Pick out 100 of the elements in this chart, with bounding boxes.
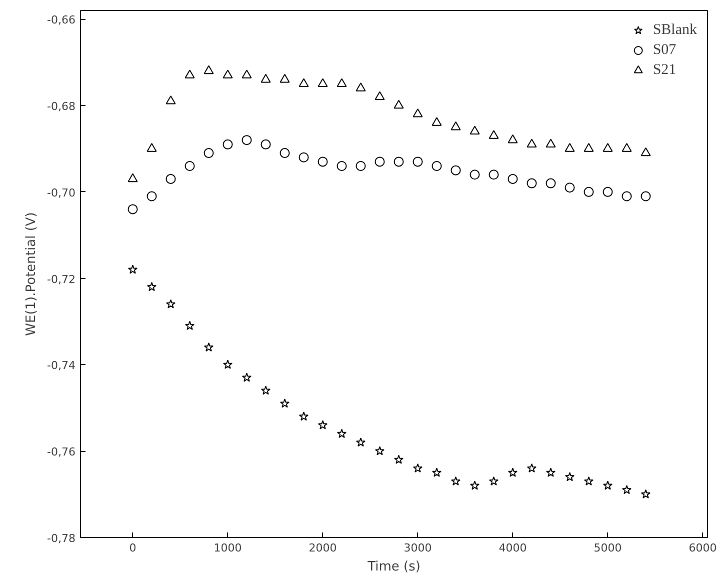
point	[336, 78, 347, 88]
point	[318, 420, 328, 430]
x-tick-label: 5000	[594, 542, 622, 554]
point	[222, 139, 233, 150]
point	[298, 152, 309, 162]
point	[260, 139, 271, 150]
legend-label: SBlank	[652, 22, 697, 38]
point	[146, 282, 157, 292]
y-tick-label: -0,76	[47, 446, 76, 459]
point	[298, 78, 309, 88]
point	[564, 472, 575, 482]
point	[394, 156, 404, 167]
point	[204, 148, 214, 158]
point	[470, 480, 480, 490]
point	[336, 161, 347, 171]
point	[204, 65, 214, 74]
point	[280, 148, 290, 158]
point	[128, 173, 138, 182]
y-tick-label: -0,70	[47, 186, 76, 200]
point	[488, 476, 499, 486]
point	[622, 484, 632, 494]
point	[564, 182, 575, 193]
point	[374, 91, 385, 100]
x-axis-title: Time (s)	[366, 560, 420, 574]
point	[450, 121, 461, 130]
legend-label: S21	[652, 62, 676, 78]
y-tick-label: -0,72	[47, 272, 76, 286]
point	[640, 191, 651, 202]
point	[564, 143, 575, 152]
point	[412, 463, 423, 473]
point	[526, 463, 537, 473]
point	[622, 143, 632, 152]
point	[242, 135, 252, 146]
point	[508, 174, 518, 184]
point	[584, 143, 594, 152]
point	[488, 130, 499, 139]
point	[432, 468, 442, 477]
x-tick-label: 6000	[688, 542, 717, 554]
point	[622, 191, 632, 202]
point	[184, 70, 195, 78]
point	[374, 446, 385, 456]
point	[128, 204, 138, 214]
point	[508, 134, 518, 144]
y-tick-label: -0,68	[47, 100, 76, 114]
point	[602, 143, 613, 152]
point	[432, 161, 442, 171]
point	[184, 320, 195, 330]
x-tick-label: 3000	[404, 542, 432, 554]
x-tick-label: 1000	[214, 542, 242, 554]
point	[546, 138, 556, 148]
point	[242, 372, 252, 382]
point	[356, 161, 366, 171]
point	[602, 186, 613, 197]
y-axis-title: WE(1).Potential (V)	[24, 212, 40, 336]
x-tick-label: 4000	[498, 542, 527, 554]
point	[412, 156, 423, 167]
point	[394, 100, 404, 109]
point	[546, 178, 556, 188]
point	[640, 489, 651, 498]
y-tick-label: -0,78	[47, 532, 76, 545]
point	[318, 156, 328, 167]
point	[128, 264, 138, 274]
point	[146, 143, 157, 152]
point	[640, 147, 651, 156]
legend-label: S07	[652, 42, 676, 58]
point	[222, 360, 233, 369]
x-tick-label: 2000	[308, 542, 337, 554]
point	[488, 170, 499, 180]
point	[280, 74, 290, 83]
point	[526, 138, 537, 148]
point	[146, 191, 157, 202]
point	[356, 437, 366, 447]
point	[280, 398, 290, 408]
point	[318, 78, 328, 88]
point	[450, 476, 461, 486]
point	[412, 108, 423, 118]
point	[336, 428, 347, 438]
point	[584, 476, 594, 486]
point	[166, 174, 176, 184]
point	[374, 156, 385, 167]
point	[584, 186, 594, 197]
point	[470, 170, 480, 180]
x-tick-label: 0	[129, 542, 136, 554]
point	[526, 178, 537, 188]
point	[260, 74, 271, 83]
point	[222, 70, 233, 78]
point	[166, 96, 176, 104]
point	[508, 468, 518, 477]
point	[298, 412, 309, 421]
point	[184, 161, 195, 171]
point	[242, 70, 252, 78]
y-tick-label: -0,66	[47, 14, 76, 27]
point	[450, 165, 461, 176]
point	[546, 468, 556, 477]
y-tick-label: -0,74	[47, 359, 76, 372]
point	[204, 342, 214, 352]
point	[602, 480, 613, 490]
point	[356, 82, 366, 92]
point	[260, 386, 271, 395]
point	[432, 117, 442, 126]
